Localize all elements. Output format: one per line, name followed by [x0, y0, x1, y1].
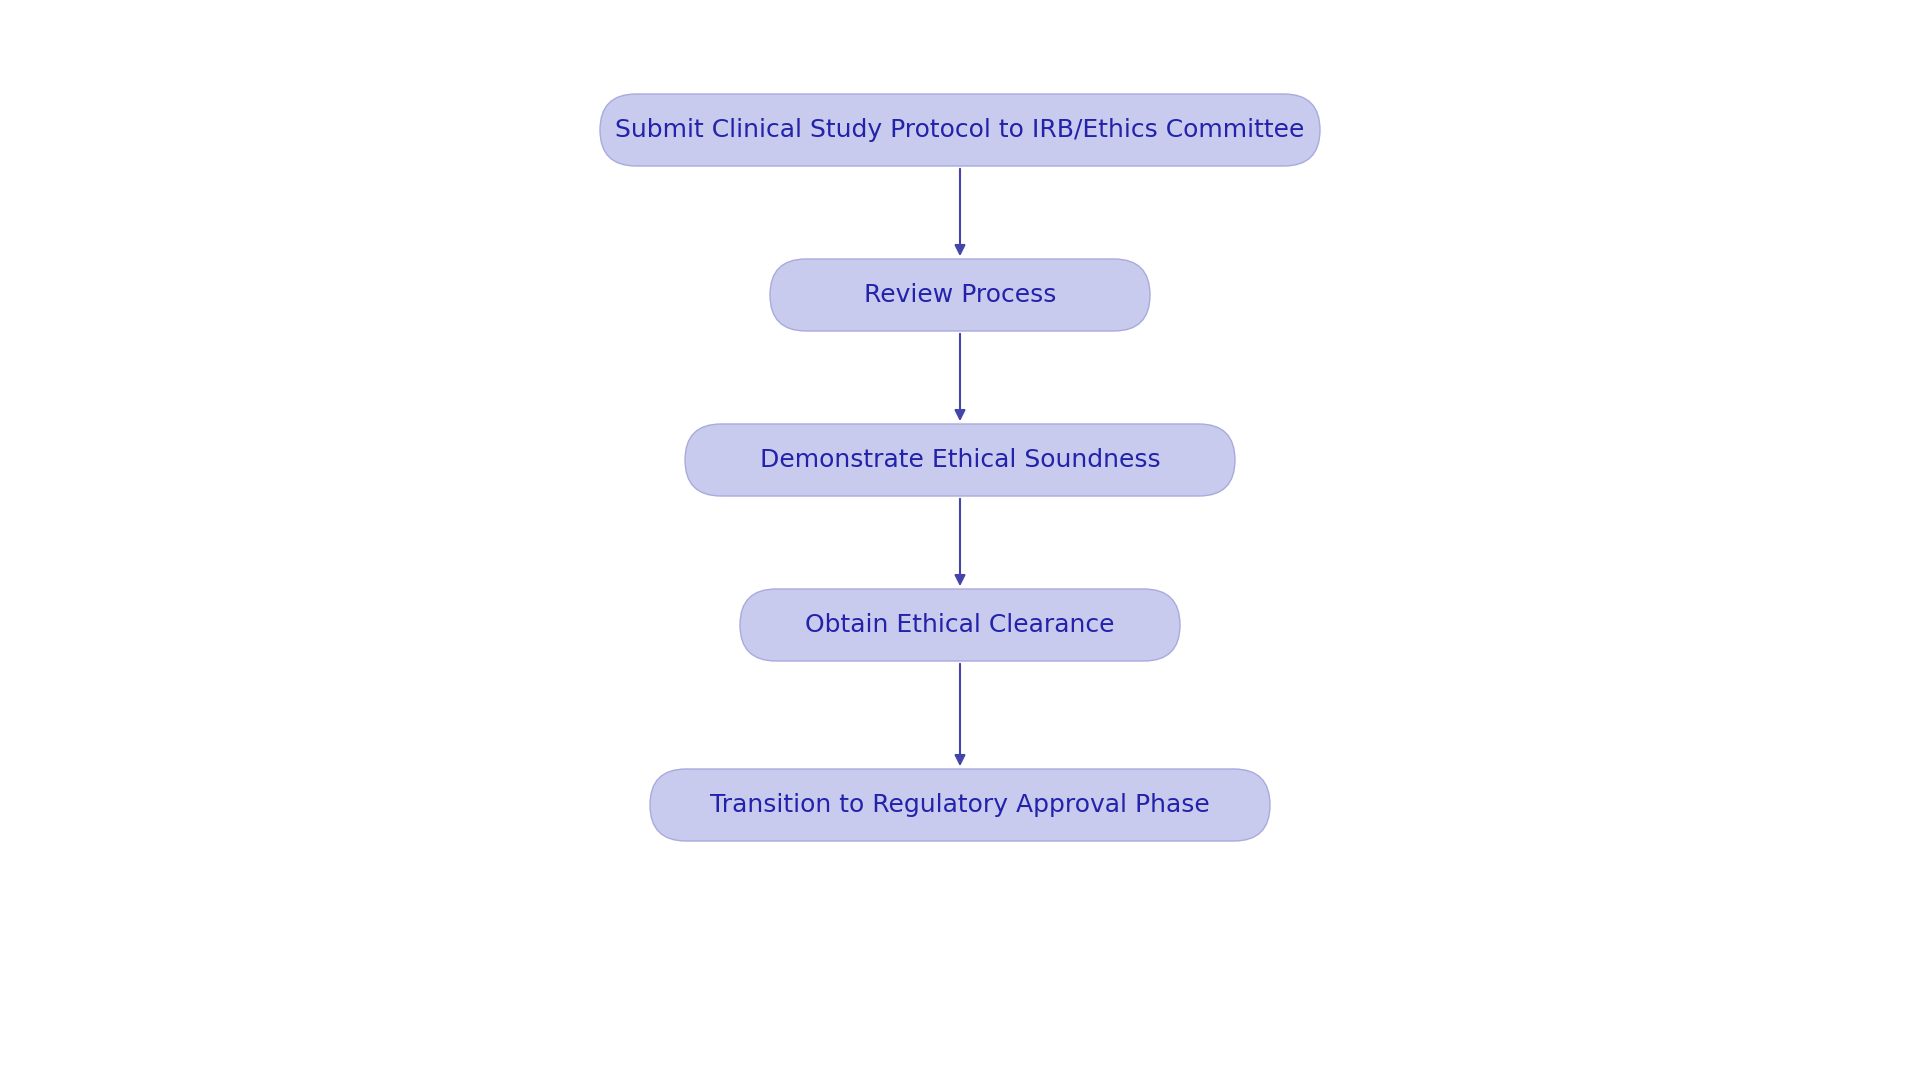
- FancyBboxPatch shape: [599, 94, 1321, 166]
- Text: Transition to Regulatory Approval Phase: Transition to Regulatory Approval Phase: [710, 793, 1210, 816]
- Text: Obtain Ethical Clearance: Obtain Ethical Clearance: [804, 613, 1116, 637]
- FancyBboxPatch shape: [651, 769, 1269, 841]
- FancyBboxPatch shape: [685, 424, 1235, 496]
- FancyBboxPatch shape: [770, 259, 1150, 330]
- Text: Submit Clinical Study Protocol to IRB/Ethics Committee: Submit Clinical Study Protocol to IRB/Et…: [614, 118, 1306, 141]
- FancyBboxPatch shape: [739, 589, 1181, 661]
- Text: Demonstrate Ethical Soundness: Demonstrate Ethical Soundness: [760, 448, 1160, 472]
- Text: Review Process: Review Process: [864, 283, 1056, 307]
